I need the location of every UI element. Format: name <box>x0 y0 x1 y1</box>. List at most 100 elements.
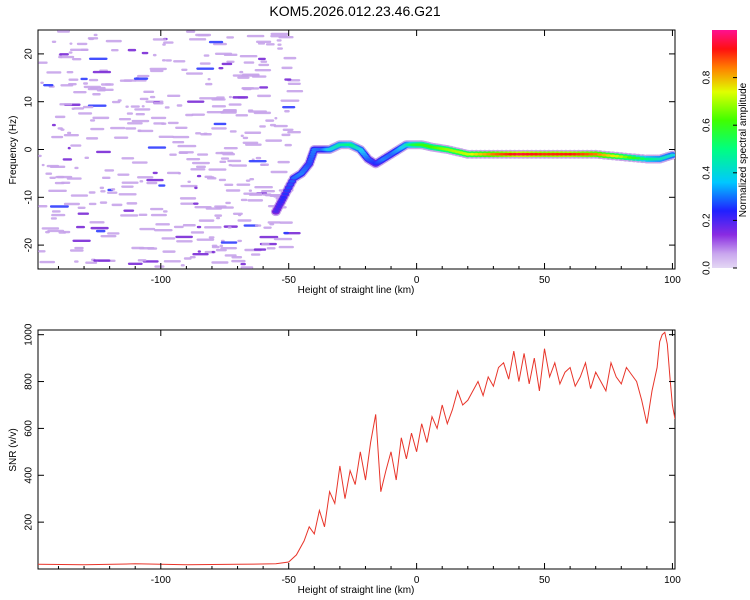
noise-speckle <box>195 165 206 169</box>
noise-speckle <box>196 225 202 229</box>
noise-speckle <box>137 259 147 262</box>
trace-core <box>588 152 595 156</box>
noise-speckle <box>84 156 90 160</box>
noise-speckle <box>180 264 185 267</box>
spectrogram-y-label: Frequency (Hz) <box>8 116 19 185</box>
noise-speckle <box>186 157 201 161</box>
noise-speckle <box>188 38 207 41</box>
noise-speckle <box>43 83 54 87</box>
trace-core <box>272 210 279 214</box>
noise-speckle <box>104 169 115 172</box>
noise-speckle <box>95 229 106 233</box>
trace-core <box>308 155 315 159</box>
noise-speckle <box>113 136 129 139</box>
trace-core <box>533 152 540 156</box>
trace-core <box>507 152 514 156</box>
noise-speckle <box>281 133 291 137</box>
noise-speckle <box>110 188 116 191</box>
trace-core <box>541 152 548 156</box>
noise-speckle <box>227 159 242 163</box>
spectrogram-x-tick-label: -100 <box>151 275 171 286</box>
noise-speckle <box>197 153 209 156</box>
noise-speckle <box>185 113 194 117</box>
noise-speckle <box>60 84 74 87</box>
noise-speckle <box>228 95 232 99</box>
noise-speckle <box>190 231 205 234</box>
noise-speckle <box>175 235 193 239</box>
colorbar-tick-label: 0.4 <box>702 165 713 179</box>
noise-speckle <box>163 41 174 44</box>
noise-speckle <box>126 112 134 115</box>
noise-speckle <box>49 205 69 208</box>
noise-speckle <box>143 90 155 94</box>
noise-speckle <box>83 82 89 85</box>
noise-speckle <box>260 60 268 63</box>
snr-frame <box>37 329 676 570</box>
noise-speckle <box>208 168 227 171</box>
noise-speckle <box>58 231 67 234</box>
noise-speckle <box>38 250 46 253</box>
noise-speckle <box>150 213 167 217</box>
spectrogram-y-tick-label: -10 <box>24 190 35 205</box>
trace-core <box>511 152 518 156</box>
noise-speckle <box>172 135 190 139</box>
spectrogram-x-label: Height of straight line (km) <box>298 285 415 296</box>
noise-speckle <box>235 114 249 117</box>
colorbar-tick-label: 0.0 <box>702 261 713 275</box>
noise-speckle <box>125 127 137 130</box>
noise-speckle <box>250 253 261 256</box>
noise-speckle <box>281 66 293 70</box>
noise-speckle <box>173 225 184 229</box>
noise-speckle <box>197 33 210 37</box>
trace-core <box>275 205 282 209</box>
noise-speckle <box>225 189 241 192</box>
noise-speckle <box>141 105 145 108</box>
trace-core <box>567 152 574 156</box>
noise-speckle <box>241 87 255 90</box>
noise-speckle <box>259 235 279 239</box>
noise-speckle <box>163 260 181 263</box>
noise-speckle <box>253 111 272 115</box>
noise-speckle <box>59 103 73 106</box>
colorbar-tick-label: 0.8 <box>702 70 713 84</box>
noise-speckle <box>99 186 105 190</box>
noise-speckle <box>227 226 232 229</box>
noise-speckle <box>162 43 166 46</box>
noise-speckle <box>93 259 111 262</box>
noise-speckle <box>149 69 164 73</box>
trace-core <box>498 152 505 156</box>
noise-speckle <box>59 55 75 59</box>
noise-speckle <box>199 62 211 65</box>
noise-speckle <box>48 189 67 193</box>
noise-speckle <box>258 63 270 67</box>
noise-speckle <box>214 52 233 55</box>
noise-speckle <box>237 239 243 243</box>
noise-speckle <box>117 173 130 176</box>
noise-speckle <box>284 110 290 113</box>
noise-speckle <box>67 131 72 135</box>
noise-speckle <box>73 107 85 110</box>
noise-speckle <box>141 51 149 55</box>
spectrogram-y-tick-label: 0 <box>24 146 35 152</box>
noise-speckle <box>224 254 237 257</box>
noise-speckle <box>101 176 111 180</box>
noise-speckle <box>126 122 143 125</box>
noise-speckle <box>265 119 275 122</box>
noise-speckle <box>88 191 96 194</box>
noise-speckle <box>282 105 296 109</box>
noise-speckle <box>196 67 215 70</box>
noise-speckle <box>161 59 167 62</box>
colorbar-ticks: 0.0 0.2 0.4 0.6 0.8 <box>702 70 737 275</box>
trace-core <box>524 152 531 156</box>
noise-speckle <box>218 178 227 182</box>
snr-x-label: Height of straight line (km) <box>298 585 415 596</box>
spectrogram-noise <box>38 30 304 269</box>
noise-speckle <box>276 39 282 42</box>
noise-speckle <box>273 124 288 128</box>
noise-speckle <box>257 42 266 45</box>
noise-speckle <box>118 193 137 196</box>
figure-title: KOM5.2026.012.23.46.G21 <box>269 3 440 19</box>
noise-speckle <box>68 51 73 54</box>
noise-speckle <box>216 96 225 99</box>
